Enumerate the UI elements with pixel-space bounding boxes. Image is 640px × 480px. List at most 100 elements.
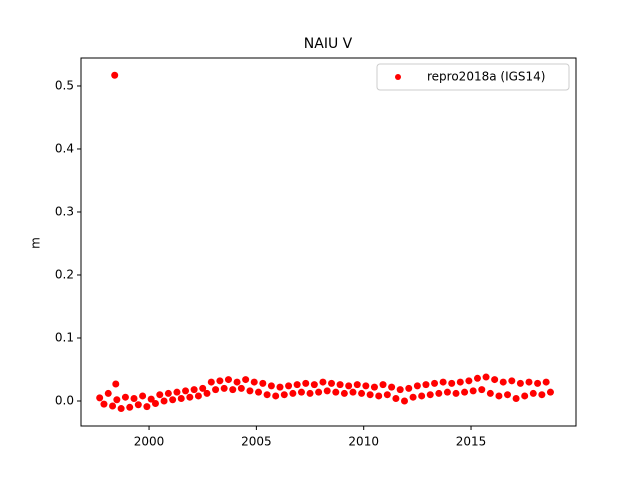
data-point [400,397,408,405]
data-point [134,401,142,409]
data-point [418,392,426,400]
data-point [349,388,357,396]
data-point [96,394,104,402]
data-point [194,392,202,400]
x-tick-label: 2010 [348,435,379,449]
data-point [486,389,494,397]
data-point [224,376,232,384]
data-point [104,389,112,397]
data-point [199,384,207,392]
y-tick-label: 0.5 [55,78,74,92]
plot-frame [80,57,577,427]
data-point [328,379,336,387]
legend-label: repro2018a (IGS14) [427,70,545,84]
data-point [151,400,159,408]
data-point [375,392,383,400]
data-point [112,380,120,388]
x-tick-label: 2015 [456,435,487,449]
data-point [233,378,241,386]
data-point [516,379,524,387]
data-point [259,379,267,387]
data-point [139,392,147,400]
data-point [229,386,237,394]
data-point [448,379,456,387]
data-point [280,391,288,399]
data-point [156,391,164,399]
data-point [207,378,215,386]
data-point [246,387,254,395]
data-point [289,389,297,397]
data-point [482,373,490,381]
data-point [147,395,155,403]
y-axis-label: m [29,237,43,249]
data-point [293,381,301,389]
data-point [392,394,400,402]
data-point [409,393,417,401]
data-point [413,382,421,390]
data-point [336,381,344,389]
data-point [143,403,151,411]
data-point [521,392,529,400]
data-point [113,396,121,404]
data-point [117,405,125,413]
data-point [542,378,550,386]
data-point [212,386,220,394]
data-point [431,379,439,387]
data-point [499,378,507,386]
y-tick-label: 0.2 [55,267,74,281]
data-point [379,381,387,389]
data-point [186,393,194,401]
y-tick-label: 0.3 [55,204,74,218]
data-point [422,381,430,389]
data-point [164,389,172,397]
data-point [250,378,258,386]
data-point [473,374,481,382]
data-point [340,389,348,397]
data-point [319,378,327,386]
data-point [121,393,129,401]
data-point [452,389,460,397]
data-point [439,378,447,386]
chart-title: NAIU V [304,36,353,52]
data-point [190,386,198,394]
x-tick-label: 2005 [241,435,272,449]
data-point [315,388,323,396]
data-point [169,396,177,404]
data-point [435,389,443,397]
legend-marker [395,74,401,80]
data-point [263,391,271,399]
data-point [203,389,211,397]
data-point [478,386,486,394]
data-point [173,388,181,396]
data-point [267,382,275,390]
y-tick-label: 0.0 [55,393,74,407]
data-point [546,388,554,396]
data-point [370,383,378,391]
data-point [297,388,305,396]
data-point [332,388,340,396]
data-point [310,381,318,389]
data-point [443,388,451,396]
data-point [126,403,134,411]
data-point [323,387,331,395]
data-point [130,394,138,402]
data-point [242,376,250,384]
data-point [388,383,396,391]
data-point [491,376,499,384]
data-point [469,387,477,395]
data-point [405,384,413,392]
data-point [534,379,542,387]
data-point [529,389,537,397]
data-point [302,379,310,387]
data-point [358,389,366,397]
data-point [538,391,546,399]
data-point [525,378,533,386]
data-point [353,381,361,389]
data-point [508,377,516,385]
legend-box [376,63,570,91]
data-point [504,391,512,399]
data-point [255,388,263,396]
data-point [237,384,245,392]
data-point [100,400,108,408]
data-point [366,391,374,399]
